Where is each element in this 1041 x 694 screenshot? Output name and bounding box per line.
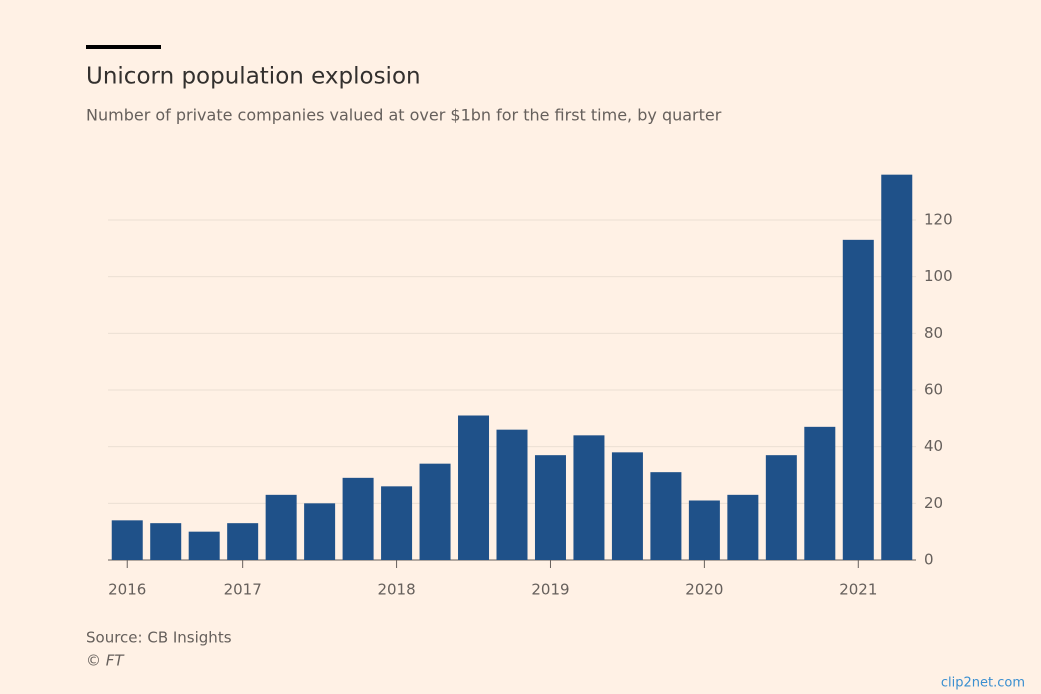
bar bbox=[381, 486, 413, 560]
bar bbox=[150, 523, 182, 560]
bar bbox=[304, 503, 336, 560]
bar bbox=[265, 494, 297, 560]
y-tick-label: 0 bbox=[924, 551, 934, 569]
x-tick-label: 2017 bbox=[224, 581, 262, 599]
bar bbox=[342, 477, 374, 560]
y-tick-label: 80 bbox=[924, 324, 943, 342]
y-tick-label: 60 bbox=[924, 381, 943, 399]
bar bbox=[688, 500, 720, 560]
bar bbox=[842, 239, 874, 561]
bar bbox=[804, 426, 836, 560]
bar bbox=[573, 435, 605, 560]
title-rule bbox=[86, 45, 161, 49]
chart-subtitle: Number of private companies valued at ov… bbox=[86, 106, 722, 125]
bar bbox=[496, 429, 528, 560]
bar bbox=[111, 520, 143, 560]
source: Source: CB Insights bbox=[86, 629, 232, 647]
chart-title: Unicorn population explosion bbox=[86, 64, 421, 90]
x-tick-label: 2021 bbox=[839, 581, 877, 599]
x-tick-label: 2018 bbox=[377, 581, 415, 599]
bar bbox=[727, 494, 759, 560]
bar bbox=[881, 174, 913, 560]
y-tick-label: 120 bbox=[924, 211, 953, 229]
bar bbox=[534, 455, 566, 560]
credit: © FT bbox=[86, 652, 125, 670]
x-tick-label: 2016 bbox=[108, 581, 146, 599]
x-tick-label: 2020 bbox=[685, 581, 723, 599]
bar bbox=[650, 472, 682, 560]
bar bbox=[611, 452, 643, 560]
bar bbox=[765, 455, 797, 560]
y-tick-label: 40 bbox=[924, 437, 943, 455]
bar bbox=[227, 523, 259, 560]
bar bbox=[458, 415, 490, 560]
y-tick-label: 20 bbox=[924, 494, 943, 512]
y-tick-label: 100 bbox=[924, 267, 953, 285]
watermark: clip2net.com bbox=[941, 676, 1025, 691]
x-tick-label: 2019 bbox=[531, 581, 569, 599]
bar bbox=[419, 463, 451, 560]
bar bbox=[188, 531, 220, 560]
